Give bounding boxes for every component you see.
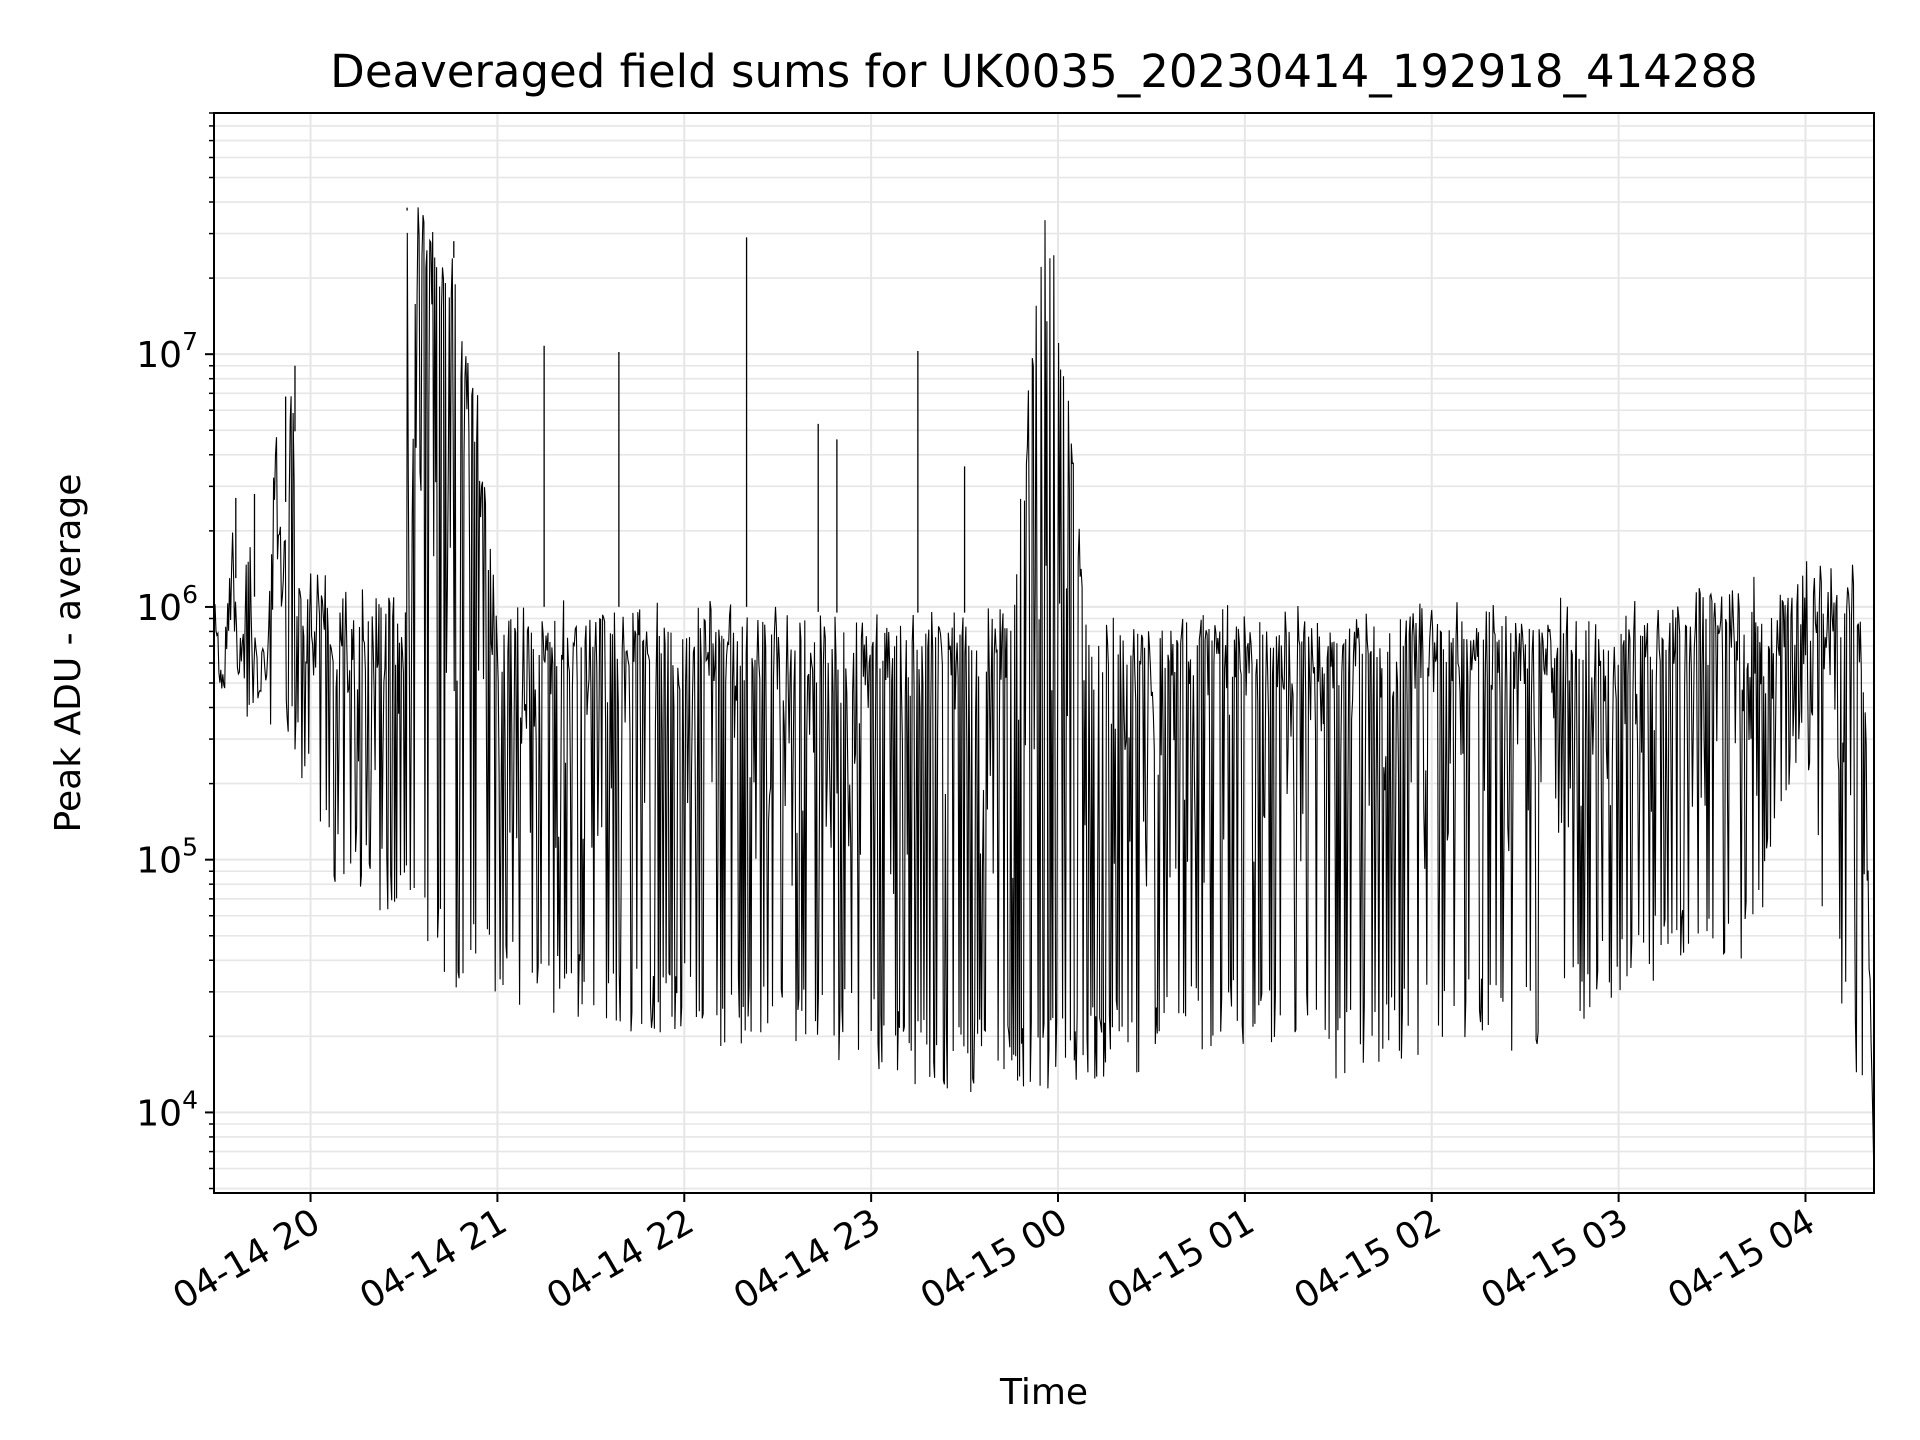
plot-frame: [213, 112, 1875, 1194]
series-line: [214, 207, 1874, 1182]
grid-major: [214, 113, 1874, 1193]
y-tick-label: 104: [136, 1085, 198, 1134]
y-tick-label: 107: [136, 327, 198, 376]
y-axis-label: Peak ADU - average: [48, 474, 89, 833]
x-axis-label: Time: [999, 1372, 1088, 1413]
y-axis: 104 105 106 107: [136, 112, 214, 1190]
series-layer: [214, 207, 1874, 1182]
chart-title: Deaveraged field sums for UK0035_2023041…: [330, 45, 1758, 98]
y-tick-label: 105: [136, 833, 198, 882]
y-tick-label: 106: [136, 580, 198, 629]
